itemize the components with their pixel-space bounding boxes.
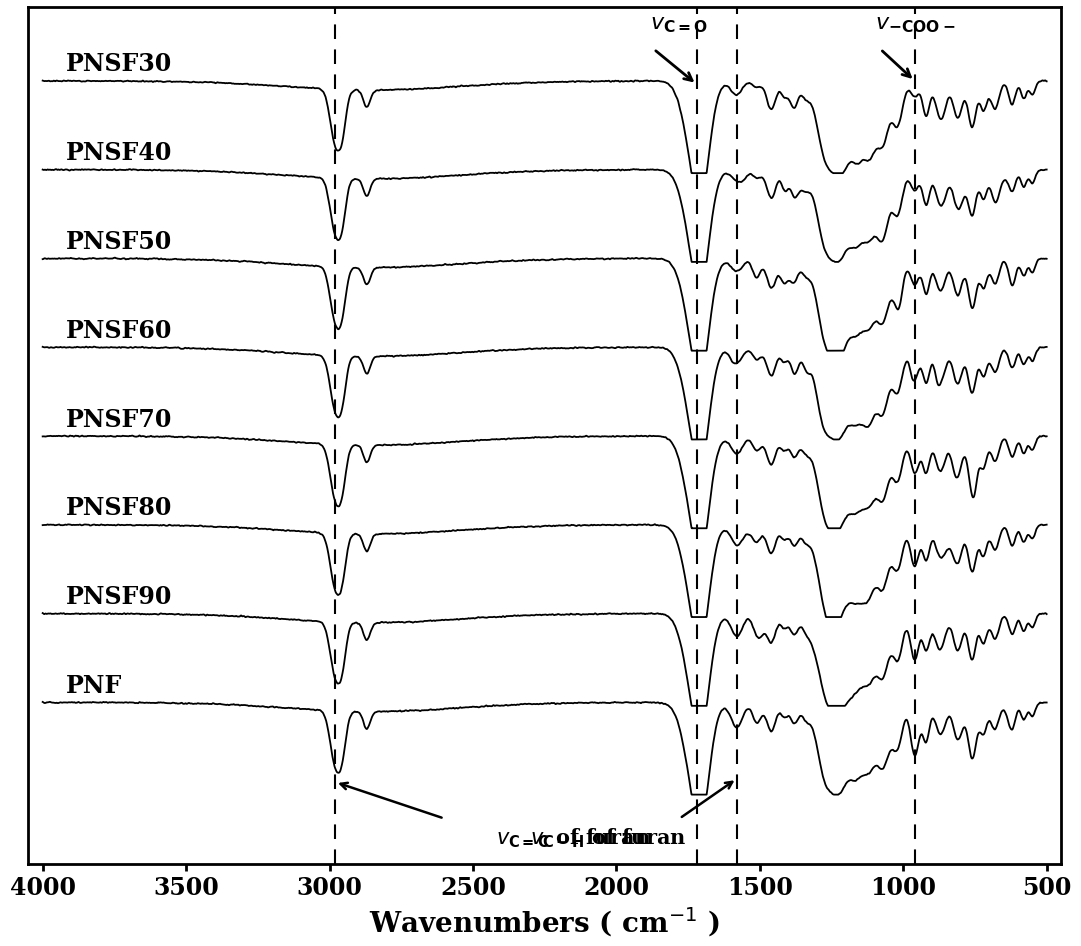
Text: PNSF60: PNSF60 xyxy=(66,319,172,342)
Text: PNF: PNF xyxy=(66,674,122,698)
Text: PNSF70: PNSF70 xyxy=(66,408,172,431)
Text: PNSF80: PNSF80 xyxy=(66,497,172,520)
Text: PNSF90: PNSF90 xyxy=(66,585,172,609)
Text: $\mathit{v}_{\mathbf{C=O}}$: $\mathit{v}_{\mathbf{C=O}}$ xyxy=(650,13,708,35)
Text: $\mathit{v}_{\mathbf{C=C}}$ of furan: $\mathit{v}_{\mathbf{C=C}}$ of furan xyxy=(495,827,651,850)
Text: PNSF30: PNSF30 xyxy=(66,52,172,77)
Text: $\mathit{v}_{\mathbf{-COO-}}$: $\mathit{v}_{\mathbf{-COO-}}$ xyxy=(875,13,955,35)
Text: PNSF40: PNSF40 xyxy=(66,141,172,166)
X-axis label: Wavenumbers ( cm$^{-1}$ ): Wavenumbers ( cm$^{-1}$ ) xyxy=(370,905,720,939)
Text: $\mathit{v}_{\mathbf{C-H}}$ of furan: $\mathit{v}_{\mathbf{C-H}}$ of furan xyxy=(531,827,688,850)
Text: PNSF50: PNSF50 xyxy=(66,230,172,254)
